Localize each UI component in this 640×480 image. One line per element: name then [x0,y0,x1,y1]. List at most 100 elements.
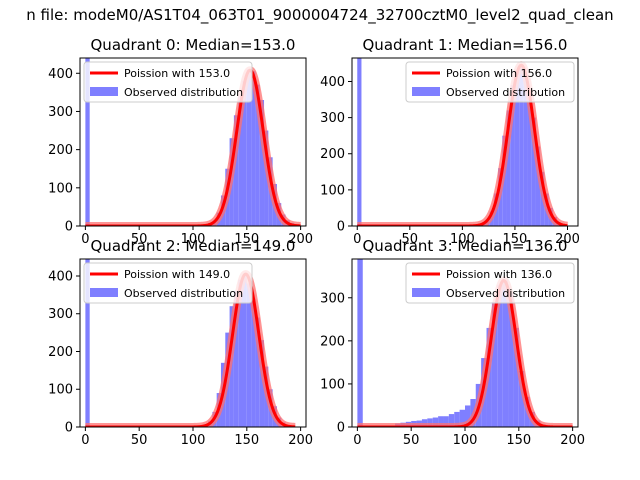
histogram-bar [85,58,90,226]
histogram-bar [242,80,247,226]
legend-patch-swatch [90,87,118,96]
y-tick-label: 200 [320,147,345,162]
y-tick-label: 300 [48,307,73,322]
histogram-bar [459,409,465,427]
histogram-bar [238,96,243,226]
histogram-bar [259,340,265,427]
subplot-quadrant-0: 0 50 100 150 200 0 100 200 300 400 Quadrant 0: Med… [48,36,313,247]
subplot-quadrant-3: 0 50 100 150 200 0 100 200 300 Quadrant 3: Median… [320,237,585,448]
subplot-quadrant-2: 0 50 100 150 200 0 100 200 300 400 Quadrant 2: Med… [48,237,313,448]
legend-label-poisson: Poission with 153.0 [124,67,230,80]
histogram-bar [246,69,252,226]
subplot-grid: 0 50 100 150 200 0 100 200 300 400 Quadrant 0: Med… [48,36,585,448]
legend-label-observed: Observed distribution [446,86,565,99]
x-tick-label: 100 [450,232,475,247]
histogram-bar [519,65,524,226]
legend-box [405,61,575,103]
poisson-curve [356,279,574,427]
x-tick-label: 200 [560,433,585,448]
histogram-bar [251,71,256,226]
x-tick-label: 200 [288,433,313,448]
y-tick-label: 100 [320,377,345,392]
legend-label-observed: Observed distribution [124,86,243,99]
histogram-bar [518,371,525,427]
histogram-bar [357,58,362,226]
x-tick-label: 50 [131,232,148,247]
y-tick-label: 100 [48,383,73,398]
histogram-bar [531,117,536,226]
histogram-bar [506,110,511,226]
subplot-quadrant-1: 0 50 100 150 200 0 100 200 300 400 Quadrant 1: Med… [320,36,580,247]
subplot-title: Quadrant 1: Median=156.0 [363,36,568,54]
x-tick-label: 150 [503,232,528,247]
histogram-bar [255,84,260,226]
x-tick-label: 100 [453,433,478,448]
x-tick-label: 0 [81,232,89,247]
legend: Poission with 156.0 Observed distribution [405,61,575,103]
legend-label-poisson: Poission with 149.0 [124,268,230,281]
figure-suptitle: n file: modeM0/AS1T04_063T01_9000004724_… [26,6,613,25]
x-tick-label: 200 [288,232,313,247]
histogram-bar [238,279,243,427]
x-tick-label: 150 [234,232,259,247]
legend-box [83,262,253,304]
x-tick-label: 50 [402,232,419,247]
legend-patch-swatch [412,87,440,96]
histogram-bar [233,115,239,226]
histogram-bar [255,317,260,427]
histogram-bar [427,418,433,427]
x-tick-label: 100 [181,232,206,247]
subplot-title: Quadrant 2: Median=149.0 [91,237,296,255]
legend: Poission with 153.0 Observed distribution [83,61,253,103]
histogram-bar [242,275,247,427]
histogram-bar [491,302,498,427]
histogram-bar [514,70,520,226]
histogram-bar [508,293,514,427]
histogram-bar [510,85,515,226]
histogram-bar [527,92,532,226]
x-tick-label: 200 [555,232,580,247]
y-tick-label: 0 [65,421,73,436]
histogram-bar [438,416,444,427]
histogram-bar [448,414,455,427]
histogram-bar [502,135,507,226]
y-tick-label: 400 [48,67,73,82]
legend-patch-swatch [412,288,440,297]
x-tick-label: 150 [234,433,259,448]
x-tick-label: 150 [506,433,531,448]
histogram-bar [454,411,460,427]
y-tick-label: 0 [337,220,345,235]
legend-label-observed: Observed distribution [124,287,243,300]
histogram-bar [251,298,256,427]
y-tick-label: 200 [48,143,73,158]
histogram-bar [357,259,363,427]
histogram-bar [443,416,449,427]
legend-box [83,61,253,103]
y-tick-label: 100 [320,183,345,198]
y-tick-label: 100 [48,181,73,196]
histogram-bar [502,280,509,427]
legend-label-poisson: Poission with 156.0 [446,67,552,80]
legend-label-observed: Observed distribution [446,287,565,300]
histogram-bar [85,259,90,427]
histogram-bar [264,130,269,226]
histogram-bar [259,100,265,226]
x-tick-label: 0 [353,433,361,448]
histogram-bar [513,327,519,427]
y-tick-label: 200 [48,345,73,360]
x-tick-label: 0 [81,433,89,448]
legend-label-poisson: Poission with 136.0 [446,268,552,281]
y-tick-label: 200 [320,334,345,349]
legend-patch-swatch [90,288,118,297]
y-tick-label: 300 [48,105,73,120]
y-tick-label: 300 [320,111,345,126]
y-tick-label: 400 [48,269,73,284]
subplot-title: Quadrant 3: Median=136.0 [363,237,568,255]
histogram-bar [233,291,239,427]
histogram-bar [523,74,528,226]
legend: Poission with 149.0 Observed distribution [83,262,253,304]
x-tick-label: 0 [353,232,361,247]
plot-area [353,259,577,427]
y-tick-label: 0 [65,220,73,235]
